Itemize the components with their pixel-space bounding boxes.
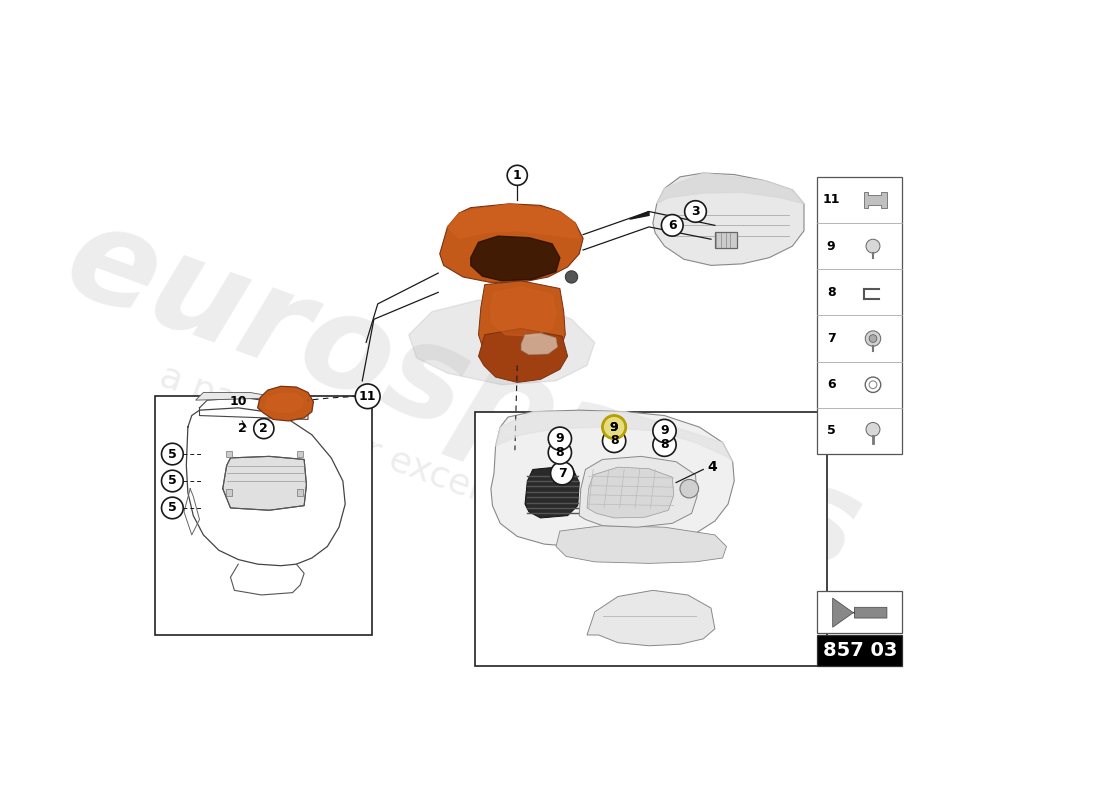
Bar: [154, 396, 372, 635]
Bar: [817, 177, 902, 454]
Bar: [226, 490, 232, 496]
Text: 4: 4: [707, 460, 717, 474]
Polygon shape: [587, 467, 674, 518]
Circle shape: [162, 443, 184, 465]
Circle shape: [866, 239, 880, 253]
Polygon shape: [833, 598, 887, 627]
Polygon shape: [629, 211, 649, 219]
Circle shape: [653, 434, 676, 456]
Circle shape: [869, 334, 877, 342]
Text: 2: 2: [238, 422, 246, 435]
Polygon shape: [265, 394, 304, 412]
Text: 5: 5: [168, 474, 177, 487]
Polygon shape: [495, 412, 733, 462]
Circle shape: [680, 479, 698, 498]
Circle shape: [653, 419, 676, 442]
Text: 8: 8: [827, 286, 835, 299]
Circle shape: [507, 166, 527, 186]
Text: 7: 7: [827, 332, 836, 345]
Text: 5: 5: [168, 447, 177, 461]
Circle shape: [866, 422, 880, 436]
Circle shape: [603, 415, 626, 438]
Polygon shape: [556, 526, 726, 563]
Polygon shape: [440, 204, 583, 282]
Circle shape: [684, 201, 706, 222]
Polygon shape: [409, 300, 595, 385]
Polygon shape: [491, 287, 556, 336]
Text: 8: 8: [609, 434, 618, 447]
Text: a passion for excellence since 1985: a passion for excellence since 1985: [155, 358, 771, 611]
Text: 8: 8: [660, 438, 669, 451]
Polygon shape: [471, 236, 560, 281]
Polygon shape: [478, 329, 568, 382]
Bar: [817, 591, 902, 634]
Circle shape: [603, 430, 626, 453]
Circle shape: [254, 418, 274, 438]
Text: 9: 9: [609, 421, 618, 434]
Circle shape: [661, 214, 683, 236]
Polygon shape: [196, 393, 280, 400]
Text: 2: 2: [260, 422, 268, 435]
Polygon shape: [521, 333, 558, 354]
Polygon shape: [257, 386, 314, 421]
Bar: [297, 451, 304, 457]
Polygon shape: [657, 173, 804, 204]
Circle shape: [162, 470, 184, 492]
Polygon shape: [222, 456, 307, 510]
Polygon shape: [864, 192, 887, 208]
Polygon shape: [491, 410, 735, 547]
Circle shape: [866, 331, 881, 346]
Text: 5: 5: [168, 502, 177, 514]
Text: 1: 1: [513, 171, 522, 186]
Bar: [474, 412, 827, 666]
Text: 1: 1: [513, 169, 521, 182]
Polygon shape: [587, 590, 715, 646]
Polygon shape: [525, 466, 580, 518]
Bar: [817, 635, 902, 666]
Circle shape: [548, 427, 572, 450]
Circle shape: [548, 441, 572, 464]
Text: eurospares: eurospares: [50, 194, 877, 598]
Circle shape: [551, 462, 574, 485]
Bar: [715, 232, 737, 248]
Text: 6: 6: [668, 219, 676, 232]
Polygon shape: [580, 456, 697, 527]
Circle shape: [355, 384, 381, 409]
Text: 9: 9: [609, 421, 618, 434]
Text: 9: 9: [827, 240, 835, 253]
Circle shape: [565, 270, 578, 283]
Text: 7: 7: [558, 467, 566, 480]
Circle shape: [162, 497, 184, 518]
Text: 8: 8: [556, 446, 564, 459]
Text: 857 03: 857 03: [823, 641, 896, 660]
Text: 9: 9: [556, 432, 564, 445]
Text: 11: 11: [359, 390, 376, 403]
Text: 10: 10: [230, 395, 248, 408]
Text: 5: 5: [827, 425, 836, 438]
Polygon shape: [448, 204, 580, 238]
Text: 11: 11: [823, 194, 840, 206]
Circle shape: [603, 415, 626, 438]
Bar: [297, 490, 304, 496]
Text: 9: 9: [660, 425, 669, 438]
Text: 6: 6: [827, 378, 835, 391]
Text: 3: 3: [691, 205, 700, 218]
Bar: [226, 451, 232, 457]
Polygon shape: [653, 173, 804, 266]
Polygon shape: [478, 281, 565, 367]
